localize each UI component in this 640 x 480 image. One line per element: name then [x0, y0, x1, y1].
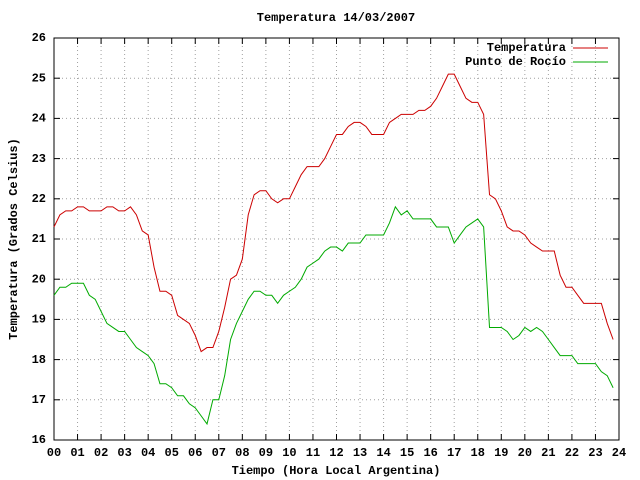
x-tick-label: 00: [47, 446, 61, 460]
chart-title: Temperatura 14/03/2007: [257, 11, 415, 25]
x-tick-label: 15: [400, 446, 414, 460]
x-tick-label: 06: [188, 446, 202, 460]
x-tick-label: 13: [353, 446, 367, 460]
x-tick-label: 09: [259, 446, 273, 460]
x-tick-label: 04: [141, 446, 155, 460]
x-tick-label: 14: [376, 446, 390, 460]
x-tick-label: 12: [329, 446, 343, 460]
x-tick-label: 02: [94, 446, 108, 460]
x-tick-label: 22: [565, 446, 579, 460]
y-tick-label: 19: [32, 313, 46, 327]
series-line: [53, 205, 614, 426]
x-tick-label: 20: [518, 446, 532, 460]
y-tick-label: 24: [32, 112, 46, 126]
x-tick-label: 18: [471, 446, 485, 460]
x-tick-label: 01: [70, 446, 84, 460]
series-line: [53, 73, 614, 353]
x-tick-label: 10: [282, 446, 296, 460]
y-tick-label: 16: [32, 433, 46, 447]
x-tick-label: 19: [494, 446, 508, 460]
y-tick-label: 22: [32, 192, 46, 206]
x-tick-label: 17: [447, 446, 461, 460]
y-tick-label: 18: [32, 353, 46, 367]
x-tick-label: 11: [306, 446, 320, 460]
x-tick-label: 03: [117, 446, 131, 460]
x-axis-label: Tiempo (Hora Local Argentina): [232, 464, 441, 478]
y-tick-label: 26: [32, 31, 46, 45]
plot-frame: [53, 37, 620, 441]
x-tick-label: 05: [165, 446, 179, 460]
legend-label: Punto de Rocío: [465, 55, 566, 69]
y-tick-label: 20: [32, 272, 46, 286]
x-tick-label: 16: [423, 446, 437, 460]
x-tick-label: 08: [235, 446, 249, 460]
y-tick-label: 25: [32, 71, 46, 85]
y-axis-label: Temperatura (Grados Celsius): [7, 138, 21, 340]
y-tick-label: 21: [32, 232, 46, 246]
x-tick-label: 21: [541, 446, 555, 460]
x-tick-label: 07: [212, 446, 226, 460]
x-tick-label: 24: [612, 446, 626, 460]
y-tick-label: 17: [32, 393, 46, 407]
x-tick-label: 23: [588, 446, 602, 460]
legend-label: Temperatura: [487, 41, 566, 55]
y-tick-label: 23: [32, 152, 46, 166]
